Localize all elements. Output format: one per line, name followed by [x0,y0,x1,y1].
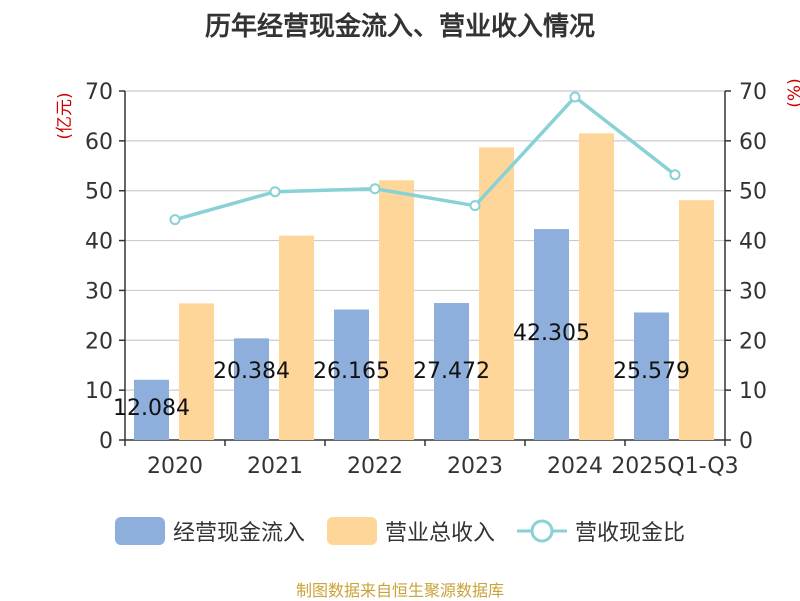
x-tick-label-2: 2022 [347,454,403,479]
legend-label-cash-inflow: 经营现金流入 [172,521,305,546]
y-right-tick-label-1: 10 [739,379,767,404]
legend-label-revenue: 营业总收入 [384,521,495,546]
legend-item-revenue[interactable]: 营业总收入 [326,515,495,547]
y-left-tick-label-4: 40 [85,230,113,255]
legend: 经营现金流入 营业总收入 营收现金比 [0,515,800,547]
legend-swatch-revenue [326,517,377,545]
bar-revenue-2024 [579,133,614,440]
y-left-tick-label-3: 30 [85,279,113,304]
legend-item-cash-inflow[interactable]: 经营现金流入 [114,515,305,547]
y-left-axis-title: (亿元) [55,92,75,139]
bar-cash-inflow-2023 [434,303,469,440]
ratio-point-2021 [269,186,281,198]
bar-revenue-2020 [179,303,214,440]
data-label-2023: 27.472 [413,359,490,384]
bar-cash-inflow-2024 [534,229,569,440]
x-tick-label-1: 2021 [247,454,303,479]
legend-swatch-cash-inflow [114,517,165,545]
y-left-tick-label-1: 10 [85,379,113,404]
y-left-tick-label-2: 20 [85,329,113,354]
bar-revenue-2022 [379,180,414,440]
bar-revenue-2025Q1-Q3 [679,200,714,440]
y-right-tick-label-2: 20 [739,329,767,354]
data-label-2022: 26.165 [313,359,390,384]
y-left-tick-label-0: 0 [99,429,113,454]
legend-item-ratio[interactable]: 营收现金比 [517,515,685,547]
ratio-point-2024 [569,91,581,103]
ratio-point-2023 [469,200,481,212]
bar-cash-inflow-2025Q1-Q3 [634,312,669,440]
y-right-tick-label-7: 70 [739,80,767,105]
x-tick-label-0: 2020 [147,454,203,479]
x-tick-label-5: 2025Q1-Q3 [611,454,738,479]
ratio-point-2025Q1-Q3 [669,169,681,181]
y-left-tick-label-6: 60 [85,130,113,155]
chart-title: 历年经营现金流入、营业收入情况 [204,12,595,42]
y-right-tick-label-0: 0 [739,429,753,454]
source-note: 制图数据来自恒生聚源数据库 [295,581,504,600]
y-right-tick-label-4: 40 [739,230,767,255]
x-tick-label-3: 2023 [447,454,503,479]
data-label-2025Q1-Q3: 25.579 [613,359,690,384]
data-label-2020: 12.084 [113,396,190,421]
bar-cash-inflow-2020 [134,379,169,440]
bar-cash-inflow-2021 [234,338,269,440]
ratio-point-2020 [169,214,181,226]
data-label-2021: 20.384 [213,359,290,384]
legend-line-icon [517,519,567,543]
data-label-2024: 42.305 [513,321,590,346]
y-right-tick-label-6: 60 [739,130,767,155]
ratio-line [174,94,677,222]
x-tick-label-4: 2024 [547,454,603,479]
y-left-tick-label-5: 50 [85,180,113,205]
y-right-axis-title: (%) [785,78,800,107]
ratio-point-2022 [369,183,381,195]
legend-label-ratio: 营收现金比 [575,521,686,546]
bar-revenue-2023 [479,147,514,441]
y-left-tick-label-7: 70 [85,80,113,105]
y-right-tick-label-3: 30 [739,279,767,304]
y-right-tick-label-5: 50 [739,180,767,205]
bar-revenue-2021 [279,235,314,440]
bar-cash-inflow-2022 [334,309,369,440]
